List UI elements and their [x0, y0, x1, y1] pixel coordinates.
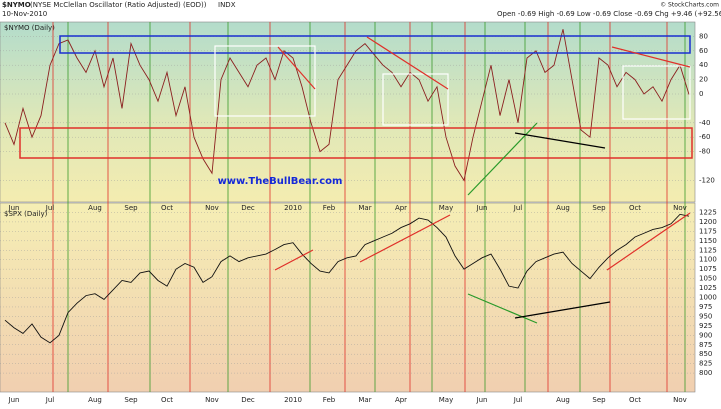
x-tick-label: Jul: [45, 396, 55, 404]
x-tick-label: 2010: [284, 204, 302, 212]
box-blue: [59, 35, 691, 54]
y-tick-label: 80: [699, 32, 708, 40]
x-tick-label: Mar: [358, 204, 371, 212]
x-tick-label: May: [439, 396, 453, 404]
x-tick-label: Sep: [592, 204, 606, 212]
y-tick-label: 800: [699, 369, 712, 377]
box-white: [622, 65, 691, 120]
x-tick-label: Jun: [476, 204, 488, 212]
x-tick-label: Jul: [513, 204, 523, 212]
x-tick-label: Sep: [124, 204, 138, 212]
x-tick-label: May: [439, 204, 453, 212]
y-tick-label: 1025: [699, 284, 717, 292]
x-tick-label: Sep: [124, 396, 138, 404]
y-tick-label: 950: [699, 312, 712, 320]
y-tick-label: 1050: [699, 275, 717, 283]
x-tick-label: Aug: [88, 396, 102, 404]
x-tick-label: Oct: [161, 204, 173, 212]
y-tick-label: 60: [699, 47, 708, 55]
y-tick-label: -120: [699, 176, 715, 184]
x-tick-label: Aug: [88, 204, 102, 212]
x-tick-label: Aug: [556, 204, 570, 212]
x-tick-label: Dec: [241, 204, 255, 212]
x-tick-label: Apr: [395, 204, 407, 212]
series-line: [4, 29, 690, 182]
y-tick-label: 1175: [699, 227, 717, 235]
x-tick-label: Nov: [205, 204, 219, 212]
y-tick-label: 1150: [699, 237, 717, 245]
exchange: INDX: [218, 1, 236, 9]
y-tick-label: 850: [699, 350, 712, 358]
y-tick-label: 1225: [699, 208, 717, 216]
trend: [359, 214, 451, 263]
x-tick-label: Mar: [358, 396, 371, 404]
panel-title: $NYMO (Daily): [4, 24, 55, 32]
trend: [514, 301, 611, 319]
y-tick-label: 0: [699, 90, 703, 98]
x-tick-label: Sep: [592, 396, 606, 404]
y-tick-label: 975: [699, 303, 712, 311]
x-tick-label: Apr: [395, 396, 407, 404]
series-line: [4, 213, 690, 344]
y-tick-label: 900: [699, 331, 712, 339]
trend: [611, 46, 691, 68]
panel-title: $SPX (Daily): [4, 210, 48, 218]
y-tick-label: 40: [699, 61, 708, 69]
quote: Open -0.69 High -0.69 Low -0.69 Close -0…: [497, 10, 721, 18]
trend: [606, 212, 691, 271]
watermark: www.TheBullBear.com: [218, 176, 343, 187]
date: 10-Nov-2010: [2, 10, 47, 18]
trend: [514, 132, 606, 149]
x-tick-label: Aug: [556, 396, 570, 404]
x-tick-label: Oct: [629, 204, 641, 212]
x-tick-label: Dec: [241, 396, 255, 404]
box-white: [382, 73, 449, 126]
x-tick-label: Feb: [323, 204, 336, 212]
box-white: [214, 45, 316, 117]
y-tick-label: 20: [699, 76, 708, 84]
y-tick-label: 875: [699, 341, 712, 349]
y-tick-label: 1075: [699, 265, 717, 273]
trend: [366, 36, 449, 90]
x-tick-label: Nov: [673, 396, 687, 404]
y-tick-label: 1125: [699, 246, 717, 254]
panel-bottom: [0, 202, 696, 393]
header-title: (NYSE McClellan Oscillator (Ratio Adjust…: [30, 1, 207, 9]
y-tick-label: -80: [699, 148, 710, 156]
x-tick-label: Jun: [8, 396, 20, 404]
box-red: [19, 127, 693, 159]
y-tick-label: 1000: [699, 294, 717, 302]
x-tick-label: Oct: [161, 396, 173, 404]
y-tick-label: 925: [699, 322, 712, 330]
y-tick-label: 1200: [699, 218, 717, 226]
x-tick-label: Feb: [323, 396, 336, 404]
x-tick-label: Oct: [629, 396, 641, 404]
y-tick-label: 825: [699, 360, 712, 368]
x-tick-label: 2010: [284, 396, 302, 404]
trend: [467, 293, 538, 324]
x-tick-label: Nov: [673, 204, 687, 212]
panel-top: [0, 21, 696, 203]
y-tick-label: -60: [699, 133, 710, 141]
y-tick-label: -40: [699, 119, 710, 127]
trend: [274, 249, 314, 271]
symbol: $NYMO: [2, 1, 31, 9]
x-tick-label: Jul: [45, 204, 55, 212]
x-tick-label: Jul: [513, 396, 523, 404]
y-tick-label: 1100: [699, 256, 717, 264]
x-tick-label: Jun: [8, 204, 20, 212]
trend: [277, 46, 316, 90]
x-tick-label: Jun: [476, 396, 488, 404]
x-tick-label: Nov: [205, 396, 219, 404]
credit: © StockCharts.com: [660, 2, 719, 9]
